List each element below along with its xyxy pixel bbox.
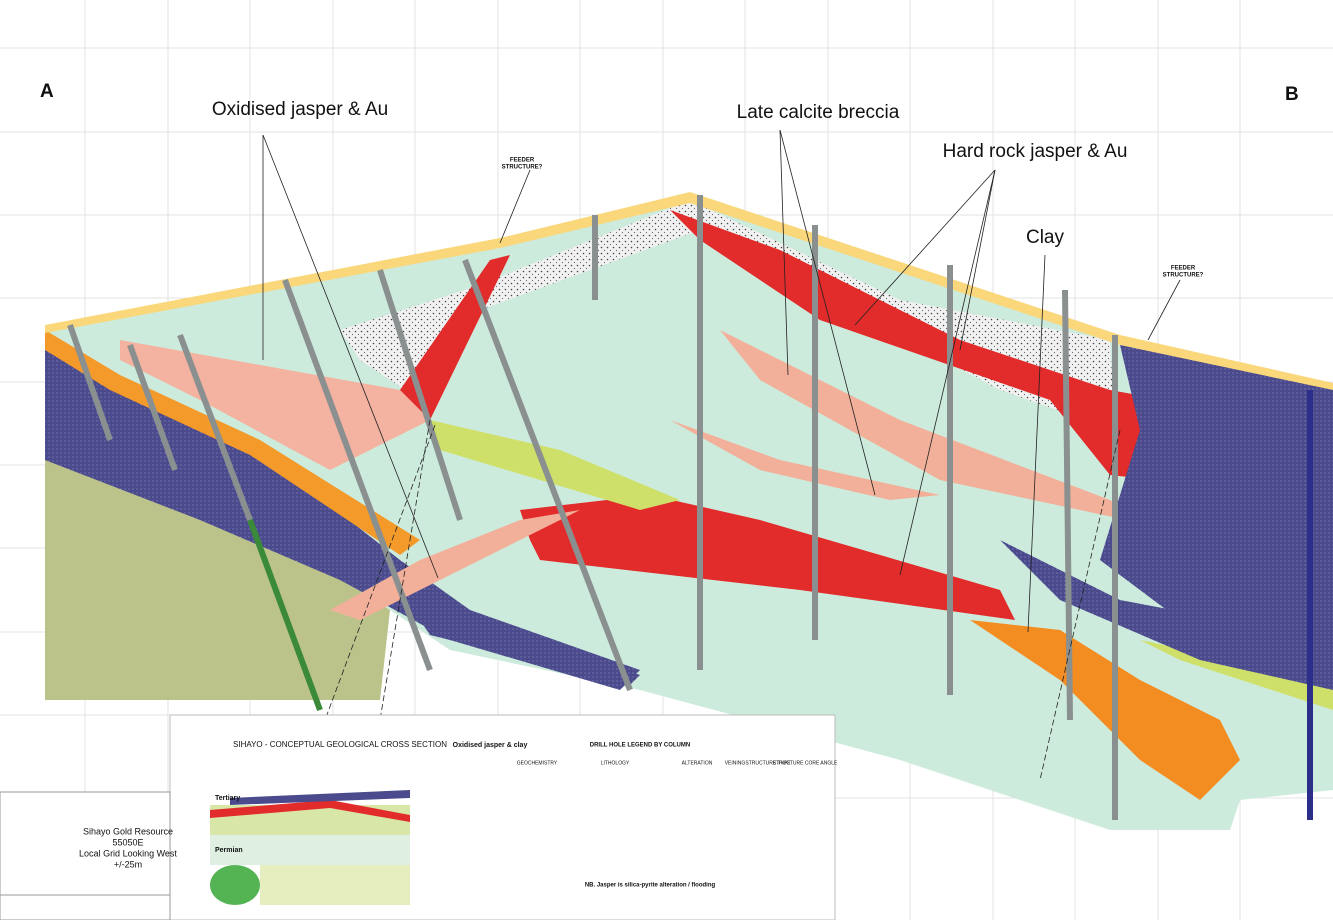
annotation: Oxidised jasper & Au	[212, 99, 388, 120]
pink-band-left	[330, 510, 580, 620]
title-line: Local Grid Looking West	[79, 848, 177, 858]
annotation: Clay	[1026, 227, 1065, 248]
blue-band-right	[1100, 345, 1333, 650]
title-line: Sihayo Gold Resource	[83, 826, 173, 836]
title-block: Sihayo Gold Resource 55050E Local Grid L…	[0, 791, 177, 920]
pink-band-middle	[720, 330, 1150, 525]
blue-band-bottom	[420, 620, 640, 685]
annotation: FEEDER	[510, 158, 535, 164]
blue-band-lower	[1000, 540, 1333, 690]
section-end: B	[1285, 84, 1299, 105]
leader-lines	[262, 129, 1181, 781]
inset-label: Tertiary	[215, 795, 240, 802]
inset: SIHAYO - CONCEPTUAL GEOLOGICAL CROSS SEC…	[169, 714, 838, 920]
orange-band-left	[45, 330, 420, 555]
feeder-left	[400, 255, 510, 420]
green-band	[430, 420, 680, 510]
inset-title: SIHAYO - CONCEPTUAL GEOLOGICAL CROSS SEC…	[233, 740, 447, 749]
geology	[45, 192, 1333, 830]
pink-band-lower	[670, 420, 940, 500]
lower-unit	[45, 440, 390, 700]
legend-column: GEOCHEMISTRY	[517, 760, 558, 766]
legend-title: DRILL HOLE LEGEND BY COLUMN	[590, 743, 690, 749]
annotations: Oxidised jasper & Au Late calcite breccia…	[212, 99, 1204, 279]
annotation: FEEDER	[1171, 266, 1196, 272]
annotation: Hard rock jasper & Au	[943, 141, 1128, 162]
inset-label: Permian	[215, 847, 243, 854]
breccia-cap	[340, 200, 1115, 430]
legend-column: STRUCTURE TYPE	[745, 760, 791, 766]
jasper-middle	[520, 495, 1015, 620]
oxidised-jasper	[120, 340, 430, 470]
annotation: STRUCTURE?	[1163, 273, 1204, 279]
legend-column: ALTERATION	[682, 760, 713, 766]
legend-columns: GEOCHEMISTRY LITHOLOGY ALTERATION VEINING ST…	[517, 760, 838, 766]
annotation: Late calcite breccia	[737, 102, 900, 123]
legend-column: VEINING	[725, 760, 746, 766]
legend-note: NB. Jasper is silica-pyrite alteration /…	[585, 883, 716, 889]
green-band-right	[1140, 640, 1333, 710]
inset-label: Oxidised jasper & clay	[453, 742, 528, 749]
legend-column: LITHOLOGY	[601, 760, 630, 766]
blue-band-left	[45, 350, 640, 690]
title-line: 55050E	[112, 837, 143, 847]
annotation: STRUCTURE?	[502, 165, 543, 171]
legend-column: STRUCTURE CORE ANGLE	[773, 760, 838, 766]
drill-holes	[67, 195, 1313, 820]
clay	[970, 620, 1240, 800]
section-end: A	[40, 81, 54, 102]
title-line: +/-25m	[114, 859, 142, 869]
